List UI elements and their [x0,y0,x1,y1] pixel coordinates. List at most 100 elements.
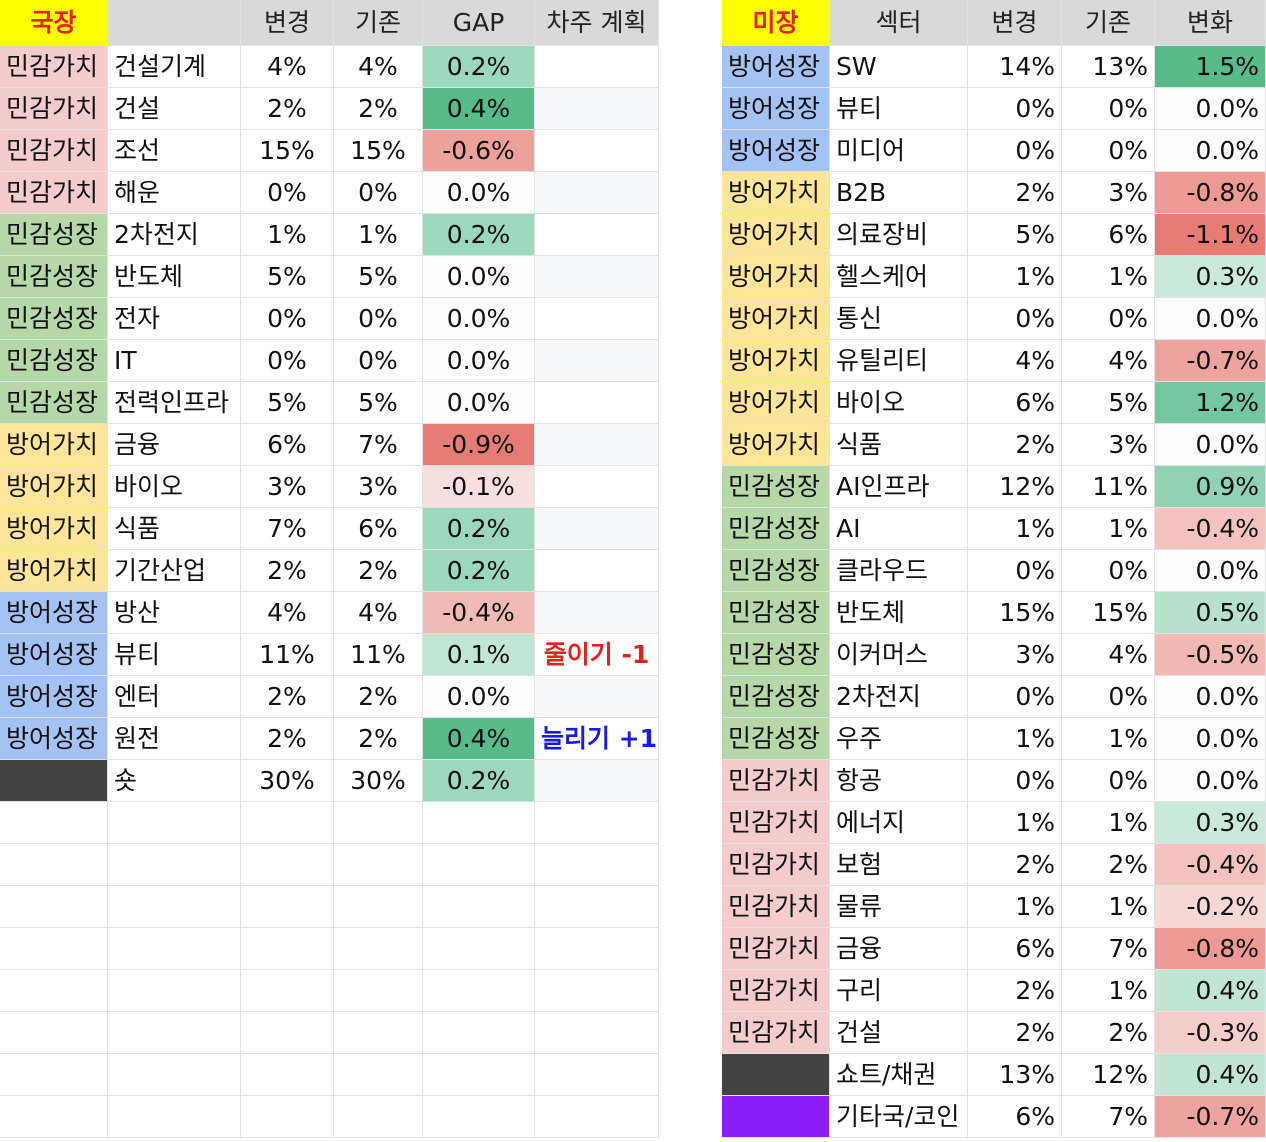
column-header: GAP [423,0,535,46]
value-cell: 3% [968,634,1062,676]
empty-cell [423,886,535,928]
group-cell: 민감성장 [0,298,108,340]
value-cell: 4% [241,592,334,634]
group-cell: 민감성장 [0,340,108,382]
value-cell: 0% [1062,130,1155,172]
group-cell: 방어가치 [0,550,108,592]
empty-cell [0,886,108,928]
sector-cell: 금융 [830,928,968,970]
empty-cell [334,970,423,1012]
empty-cell [241,844,334,886]
sector-cell: B2B [830,172,968,214]
empty-cell [241,886,334,928]
value-cell: 1% [968,802,1062,844]
change-cell: -0.7% [1155,340,1266,382]
change-cell: -0.1% [423,466,535,508]
change-cell: 0.0% [423,256,535,298]
empty-cell [108,844,241,886]
empty-cell [535,802,659,844]
sector-cell: 건설기계 [108,46,241,88]
sector-cell: 원전 [108,718,241,760]
value-cell: 2% [241,676,334,718]
change-cell: -0.5% [1155,634,1266,676]
empty-cell [241,802,334,844]
group-cell: 민감성장 [722,718,830,760]
value-cell: 4% [1062,340,1155,382]
empty-cell [423,1054,535,1096]
sector-cell: 엔터 [108,676,241,718]
sector-cell: 전력인프라 [108,382,241,424]
group-cell: 방어성장 [0,676,108,718]
value-cell: 0% [968,676,1062,718]
empty-cell [334,886,423,928]
empty-cell [535,1012,659,1054]
sector-cell: 기간산업 [108,550,241,592]
plan-cell [535,508,659,550]
change-cell: -0.2% [1155,886,1266,928]
sector-cell: 뷰티 [830,88,968,130]
sector-cell: 2차전지 [108,214,241,256]
empty-cell [334,1096,423,1138]
value-cell: 6% [968,928,1062,970]
value-cell: 5% [334,256,423,298]
table-label: 미장 [722,0,830,46]
sector-cell: 우주 [830,718,968,760]
sector-cell: 바이오 [108,466,241,508]
plan-cell [535,88,659,130]
empty-cell [241,1012,334,1054]
plan-cell [535,130,659,172]
empty-cell [423,802,535,844]
sector-cell: 뷰티 [108,634,241,676]
value-cell: 3% [334,466,423,508]
group-cell: 민감가치 [0,130,108,172]
group-cell: 민감성장 [0,382,108,424]
value-cell: 12% [968,466,1062,508]
change-cell: 0.5% [1155,592,1266,634]
value-cell: 1% [1062,718,1155,760]
group-cell [722,1054,830,1096]
column-header: 차주 계획 [535,0,659,46]
group-cell: 방어가치 [722,298,830,340]
group-cell: 방어가치 [722,382,830,424]
change-cell: 0.0% [1155,130,1266,172]
group-cell: 방어성장 [722,130,830,172]
value-cell: 13% [1062,46,1155,88]
empty-cell [0,1012,108,1054]
change-cell: 0.0% [1155,718,1266,760]
group-cell: 민감가치 [0,46,108,88]
empty-cell [535,928,659,970]
change-cell: 0.2% [423,550,535,592]
sector-cell: 유틸리티 [830,340,968,382]
value-cell: 5% [968,214,1062,256]
value-cell: 11% [334,634,423,676]
group-cell: 민감성장 [722,592,830,634]
value-cell: 30% [241,760,334,802]
value-cell: 0% [334,298,423,340]
value-cell: 1% [1062,886,1155,928]
value-cell: 1% [1062,508,1155,550]
change-cell: 0.0% [423,382,535,424]
value-cell: 15% [1062,592,1155,634]
group-cell: 방어성장 [0,718,108,760]
value-cell: 2% [968,172,1062,214]
empty-cell [535,970,659,1012]
sector-cell: 에너지 [830,802,968,844]
change-cell: 0.0% [1155,88,1266,130]
value-cell: 7% [241,508,334,550]
sector-cell: 조선 [108,130,241,172]
change-cell: -0.4% [1155,844,1266,886]
group-cell: 민감가치 [722,1012,830,1054]
value-cell: 6% [241,424,334,466]
empty-cell [0,844,108,886]
group-cell [722,1096,830,1138]
value-cell: 4% [334,592,423,634]
plan-cell: 늘리기 +1 [535,718,659,760]
column-header: 변경 [241,0,334,46]
value-cell: 5% [241,382,334,424]
empty-cell [108,1012,241,1054]
sector-cell: 해운 [108,172,241,214]
group-cell: 민감가치 [722,844,830,886]
sector-cell: 숏 [108,760,241,802]
value-cell: 11% [241,634,334,676]
value-cell: 2% [241,550,334,592]
